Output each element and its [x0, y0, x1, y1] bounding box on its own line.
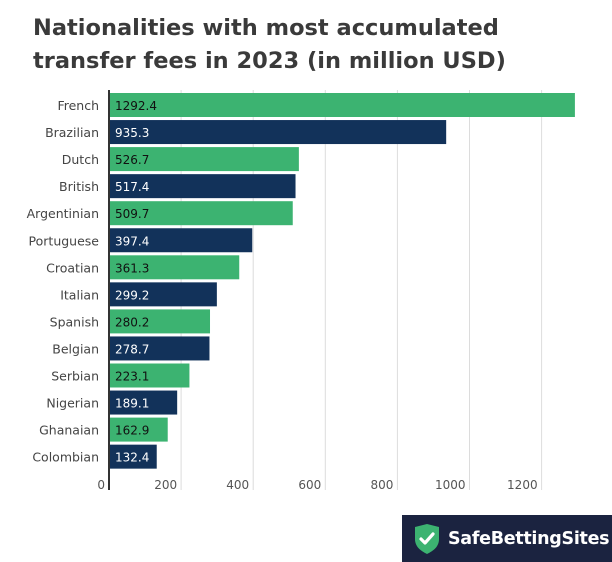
bar	[109, 255, 240, 280]
brand-name: SafeBettingSites	[448, 528, 610, 549]
data-label: 223.1	[115, 370, 149, 384]
x-tick-label: 600	[298, 478, 321, 492]
category-label: Dutch	[62, 152, 99, 167]
bar	[109, 336, 210, 361]
category-label: Croatian	[46, 260, 99, 275]
bar	[109, 93, 575, 117]
x-tick-label: 800	[370, 478, 393, 492]
category-label: Spanish	[50, 314, 99, 329]
bar	[109, 228, 253, 253]
bar	[109, 282, 217, 307]
x-tick-label: 1200	[507, 478, 538, 492]
data-label: 1292.4	[115, 99, 157, 113]
shield-check-icon	[415, 523, 439, 554]
bar-chart: 0 200 400 600 800 1000 1200 French 1292.4 Brazili…	[27, 90, 575, 492]
bar	[109, 363, 190, 388]
data-label: 517.4	[115, 180, 149, 194]
data-label: 278.7	[115, 342, 149, 356]
data-label: 299.2	[115, 288, 149, 302]
bar	[109, 120, 447, 145]
bar	[109, 174, 296, 199]
category-label: Serbian	[51, 369, 99, 384]
data-label: 280.2	[115, 315, 149, 329]
category-label: Brazilian	[45, 125, 99, 140]
bar	[109, 201, 293, 226]
category-label: Colombian	[32, 450, 99, 465]
category-label: Argentinian	[27, 206, 99, 221]
x-tick-label: 400	[226, 478, 249, 492]
bar	[109, 147, 299, 172]
data-label: 189.1	[115, 397, 149, 411]
bar	[109, 390, 178, 415]
bar	[109, 444, 157, 469]
x-tick-label: 0	[97, 478, 105, 492]
data-label: 162.9	[115, 424, 149, 438]
category-label: Portuguese	[29, 233, 100, 248]
brand-logo: SafeBettingSites	[402, 515, 612, 562]
category-label: Nigerian	[46, 396, 99, 411]
category-label: French	[57, 98, 99, 113]
category-label: Belgian	[52, 341, 99, 356]
data-label: 361.3	[115, 261, 149, 275]
data-label: 397.4	[115, 234, 149, 248]
chart-title: Nationalities with most accumulated tran…	[33, 15, 506, 74]
data-label: 935.3	[115, 126, 149, 140]
data-label: 132.4	[115, 451, 149, 465]
data-label: 509.7	[115, 207, 149, 221]
category-label: Italian	[60, 287, 99, 302]
category-label: British	[59, 179, 99, 194]
bar	[109, 309, 211, 334]
data-label: 526.7	[115, 153, 149, 167]
category-label: Ghanaian	[39, 423, 99, 438]
x-tick-label: 200	[154, 478, 177, 492]
bar	[109, 417, 168, 442]
x-tick-label: 1000	[435, 478, 466, 492]
